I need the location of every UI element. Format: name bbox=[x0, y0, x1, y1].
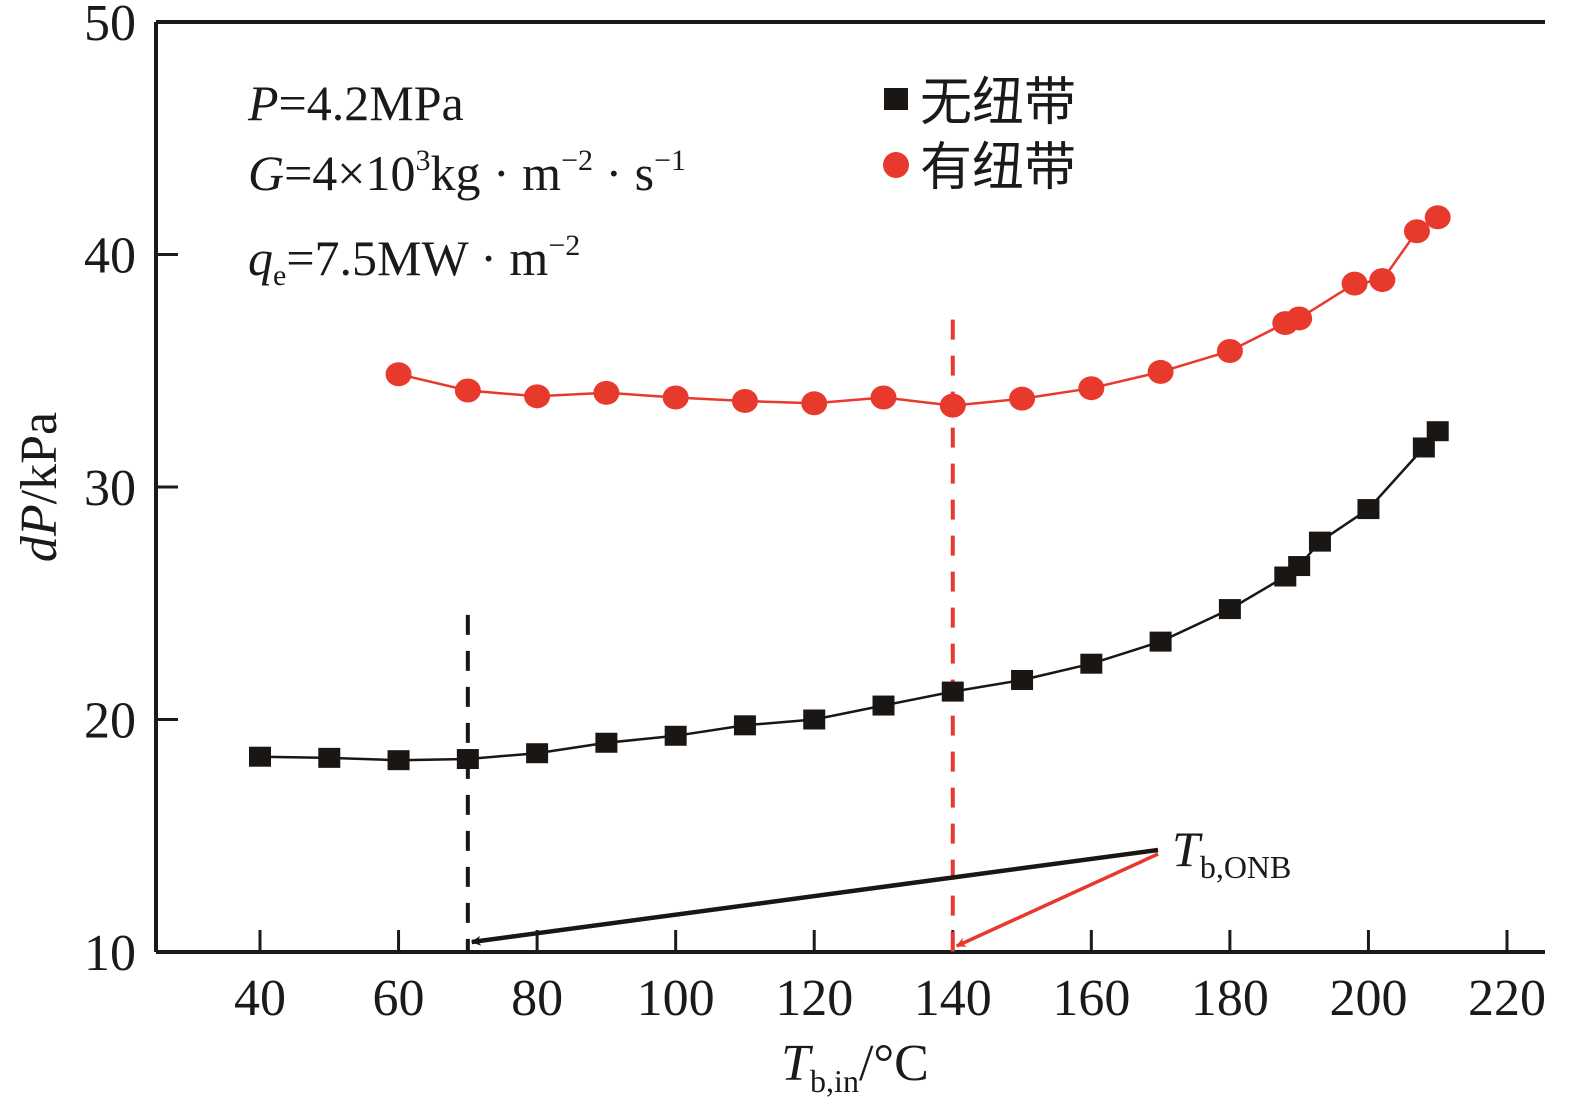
y-tick-label: 40 bbox=[84, 228, 136, 285]
series-markers bbox=[249, 205, 1451, 771]
legend: 无纽带 有纽带 bbox=[883, 73, 1076, 198]
x-tick-label: 100 bbox=[637, 970, 715, 1027]
data-point-no-tape bbox=[595, 732, 618, 753]
y-tick-label: 10 bbox=[84, 925, 136, 982]
data-point-with-tape bbox=[1286, 306, 1313, 331]
data-point-with-tape bbox=[731, 388, 758, 413]
y-tick-label: 50 bbox=[84, 0, 136, 52]
onb-arrow-with-tape bbox=[955, 852, 1159, 948]
data-point-with-tape bbox=[1369, 268, 1396, 293]
tick-labels: 40 60 80 100 120 140 160 180 200 220 10 20 30 40 50 bbox=[84, 0, 1546, 1027]
data-point-no-tape bbox=[1412, 437, 1435, 458]
y-axis-title: dP/kPa bbox=[11, 412, 68, 562]
data-point-no-tape bbox=[1308, 531, 1331, 552]
condition-pressure: P=4.2MPa bbox=[247, 75, 464, 131]
series-lines bbox=[259, 216, 1439, 762]
data-point-no-tape bbox=[249, 746, 271, 767]
onb-arrows bbox=[470, 847, 1159, 948]
data-point-no-tape bbox=[733, 715, 756, 736]
data-point-no-tape bbox=[941, 681, 964, 702]
legend-label-no-tape: 无纽带 bbox=[920, 73, 1076, 133]
data-point-with-tape bbox=[801, 391, 828, 416]
data-point-no-tape bbox=[1080, 653, 1103, 674]
data-point-with-tape bbox=[454, 378, 481, 403]
onb-arrow-no-tape bbox=[470, 847, 1159, 946]
onb-reference-lines bbox=[465, 319, 955, 952]
data-point-no-tape bbox=[1357, 499, 1380, 520]
x-axis-title: Tb,in/°C bbox=[781, 1035, 929, 1099]
data-point-with-tape bbox=[870, 385, 897, 410]
legend-circle-marker-icon bbox=[883, 152, 909, 178]
series-line-no-tape bbox=[259, 430, 1439, 762]
data-point-no-tape bbox=[387, 750, 410, 771]
onb-label: Tb,ONB bbox=[1172, 821, 1291, 885]
x-tick-label: 60 bbox=[373, 970, 425, 1027]
data-point-with-tape bbox=[1403, 219, 1430, 244]
data-point-no-tape bbox=[803, 709, 826, 730]
data-point-with-tape bbox=[524, 384, 551, 409]
x-tick-label: 80 bbox=[511, 970, 563, 1027]
data-point-no-tape bbox=[872, 695, 895, 716]
data-point-with-tape bbox=[593, 380, 620, 405]
data-point-with-tape bbox=[939, 393, 966, 418]
data-point-no-tape bbox=[1426, 421, 1449, 442]
x-tick-label: 40 bbox=[234, 970, 286, 1027]
x-tick-label: 120 bbox=[775, 970, 853, 1027]
data-point-no-tape bbox=[664, 725, 687, 746]
y-tick-label: 20 bbox=[84, 693, 136, 750]
data-point-no-tape bbox=[1149, 631, 1172, 652]
data-point-with-tape bbox=[662, 385, 689, 410]
data-point-no-tape bbox=[1011, 669, 1034, 690]
condition-heat-flux: qe=7.5MW · m−2 bbox=[248, 229, 580, 292]
data-point-with-tape bbox=[1216, 338, 1243, 363]
data-point-no-tape bbox=[526, 743, 549, 764]
legend-label-with-tape: 有纽带 bbox=[920, 138, 1076, 198]
x-tick-label: 160 bbox=[1052, 970, 1130, 1027]
x-tick-label: 220 bbox=[1468, 970, 1546, 1027]
y-tick-label: 30 bbox=[84, 460, 136, 517]
data-point-with-tape bbox=[1147, 359, 1174, 384]
conditions-annotation: P=4.2MPa G=4×103kg · m−2 · s−1 qe=7.5MW … bbox=[247, 75, 686, 292]
data-point-no-tape bbox=[1288, 556, 1311, 577]
x-tick-label: 200 bbox=[1329, 970, 1407, 1027]
data-point-with-tape bbox=[385, 362, 412, 387]
x-tick-label: 140 bbox=[914, 970, 992, 1027]
data-point-with-tape bbox=[1341, 271, 1368, 296]
data-point-with-tape bbox=[1009, 386, 1036, 411]
ticks bbox=[156, 253, 1509, 952]
data-point-with-tape bbox=[1078, 376, 1105, 401]
x-tick-label: 180 bbox=[1191, 970, 1269, 1027]
data-point-no-tape bbox=[456, 749, 479, 770]
data-point-no-tape bbox=[1218, 599, 1241, 620]
data-point-with-tape bbox=[1424, 205, 1451, 230]
legend-square-marker-icon bbox=[884, 88, 908, 110]
condition-mass-flux: G=4×103kg · m−2 · s−1 bbox=[248, 144, 686, 201]
data-point-no-tape bbox=[318, 747, 341, 768]
